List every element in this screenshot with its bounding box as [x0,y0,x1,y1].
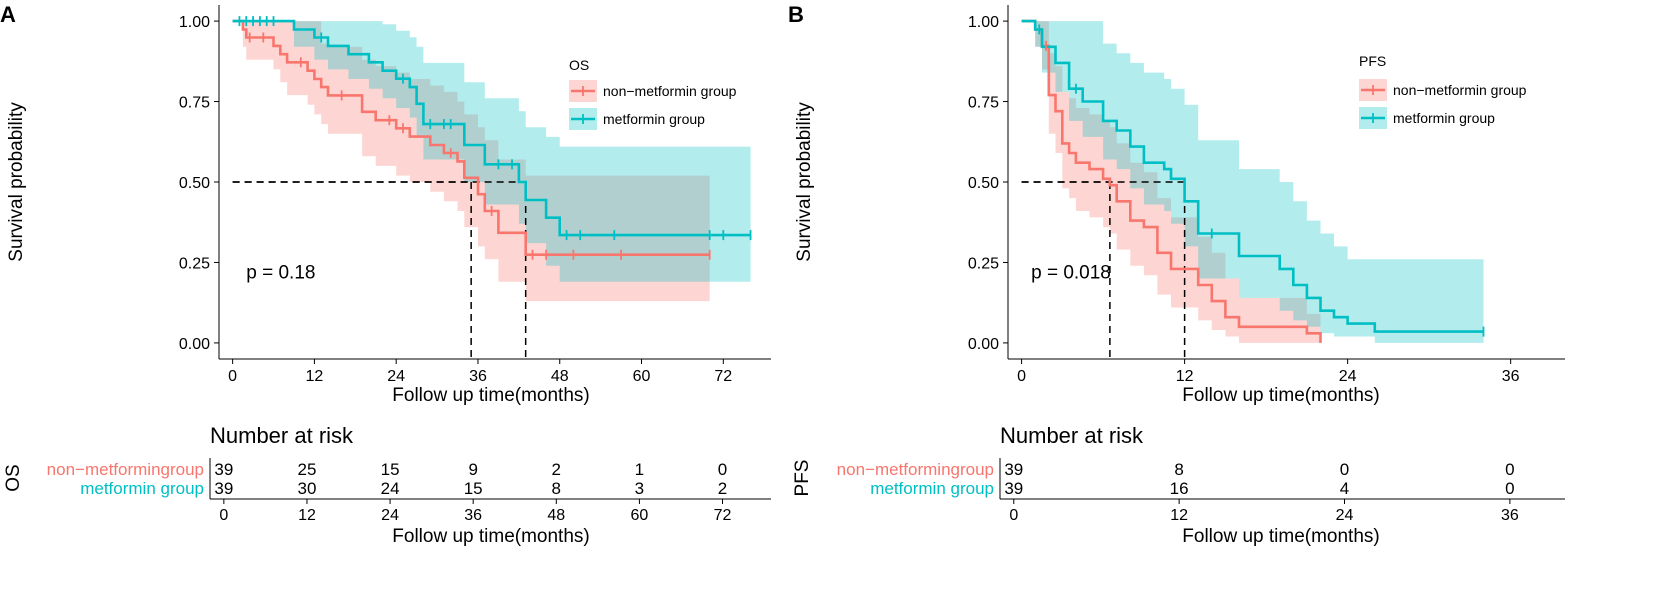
legend-title: OS [569,57,589,73]
x-tick-label: 36 [469,368,487,385]
risk-count: 3 [635,479,644,498]
risk-x-tick-label: 48 [547,507,565,524]
risk-table: Number at risk PFS non−metformingroup me… [792,423,1565,547]
risk-count: 39 [1004,479,1023,498]
risk-x-tick-label: 60 [631,507,649,524]
y-tick-label: 0.00 [968,336,999,353]
ci-band-non-metformin [1021,21,1321,343]
risk-table-ylabel: PFS [792,460,813,497]
survival-curve-metformin [232,19,751,237]
risk-count: 39 [1004,460,1023,479]
risk-count: 0 [1505,479,1514,498]
risk-count: 15 [381,460,400,479]
survival-curve-non-metformin [1021,19,1322,343]
plot-area: 0.00 0.25 0.50 0.75 1.00 0 12 24 36 48 60 72 [179,5,771,385]
y-tick-label: 0.75 [968,95,999,112]
risk-x-tick-label: 12 [1170,507,1188,524]
panel-a: A Survival probability 0.00 0.25 0.50 0.75 1… [0,2,771,547]
risk-x-tick-label: 36 [1501,507,1519,524]
ci-band-metformin [232,21,751,282]
legend-title: PFS [1359,53,1386,69]
x-tick-label: 0 [228,368,237,385]
risk-group-label-metformin: metformin group [80,479,204,498]
survival-curve-non-metformin [232,19,710,256]
legend-label-metformin: metformin group [603,111,705,127]
y-tick-label: 1.00 [968,14,999,31]
panel-label: B [788,2,804,27]
y-tick-label: 0.50 [179,175,210,192]
risk-count: 2 [552,460,561,479]
x-tick-label: 12 [1176,368,1194,385]
x-axis-label: Follow up time(months) [392,385,589,406]
risk-x-tick-label: 12 [298,507,316,524]
risk-x-tick-label: 24 [1336,507,1354,524]
risk-table-title: Number at risk [1000,423,1144,448]
risk-count: 15 [464,479,483,498]
y-tick-label: 0.25 [179,255,210,272]
panel-b: B Survival probability 0.00 0.25 0.50 0.75 1… [788,2,1565,547]
risk-table: Number at risk OS non−metformingroup met… [3,423,771,547]
p-value: p = 0.018 [1031,263,1111,284]
panel-label: A [0,2,16,27]
median-guide-line [1021,181,1186,359]
legend-label-metformin: metformin group [1393,110,1495,126]
y-tick-label: 0.50 [968,175,999,192]
risk-count: 24 [381,479,400,498]
x-tick-label: 24 [1339,368,1357,385]
risk-x-tick-label: 0 [219,507,228,524]
x-tick-label: 60 [633,368,651,385]
x-tick-label: 24 [387,368,405,385]
y-tick-label: 0.25 [968,255,999,272]
y-tick-label: 0.75 [179,95,210,112]
x-tick-label: 0 [1017,368,1026,385]
risk-group-label-non-metformin: non−metformingroup [837,460,994,479]
risk-x-tick-label: 24 [381,507,399,524]
risk-x-tick-label: 72 [714,507,732,524]
risk-count: 39 [214,460,233,479]
x-tick-label: 36 [1502,368,1520,385]
y-axis-label: Survival probability [6,102,27,262]
x-tick-label: 72 [714,368,732,385]
risk-count: 30 [298,479,317,498]
risk-x-tick-label: 36 [464,507,482,524]
risk-count: 0 [718,460,727,479]
survival-curve-metformin [1021,19,1484,333]
risk-count: 0 [1505,460,1514,479]
y-tick-label: 1.00 [179,14,210,31]
p-value: p = 0.18 [246,263,315,284]
risk-count: 39 [214,479,233,498]
x-tick-label: 12 [306,368,324,385]
risk-count: 4 [1340,479,1349,498]
risk-count: 2 [718,479,727,498]
legend-label-non-metformin: non−metformin group [603,83,737,99]
x-axis-label: Follow up time(months) [1182,385,1379,406]
risk-count: 1 [635,460,644,479]
x-tick-label: 48 [551,368,569,385]
risk-count: 8 [1174,460,1183,479]
risk-count: 9 [468,460,477,479]
risk-table-title: Number at risk [210,423,354,448]
risk-x-axis-label: Follow up time(months) [392,526,589,547]
risk-group-label-non-metformin: non−metformingroup [47,460,204,479]
risk-count: 16 [1170,479,1189,498]
risk-count: 0 [1340,460,1349,479]
risk-group-label-metformin: metformin group [870,479,994,498]
risk-x-axis-label: Follow up time(months) [1182,526,1379,547]
plot-area: 0.00 0.25 0.50 0.75 1.00 0 12 24 36 [968,5,1565,385]
risk-count: 8 [552,479,561,498]
risk-x-tick-label: 0 [1009,507,1018,524]
ci-band-non-metformin [232,21,710,302]
legend: OS non−metformin group metformin group [569,57,737,130]
y-axis-label: Survival probability [794,102,815,262]
ci-band-metformin [1021,21,1484,343]
y-tick-label: 0.00 [179,336,210,353]
legend: PFS non−metformin group metformin group [1359,53,1527,129]
risk-table-ylabel: OS [3,464,24,491]
risk-count: 25 [298,460,317,479]
legend-label-non-metformin: non−metformin group [1393,82,1527,98]
